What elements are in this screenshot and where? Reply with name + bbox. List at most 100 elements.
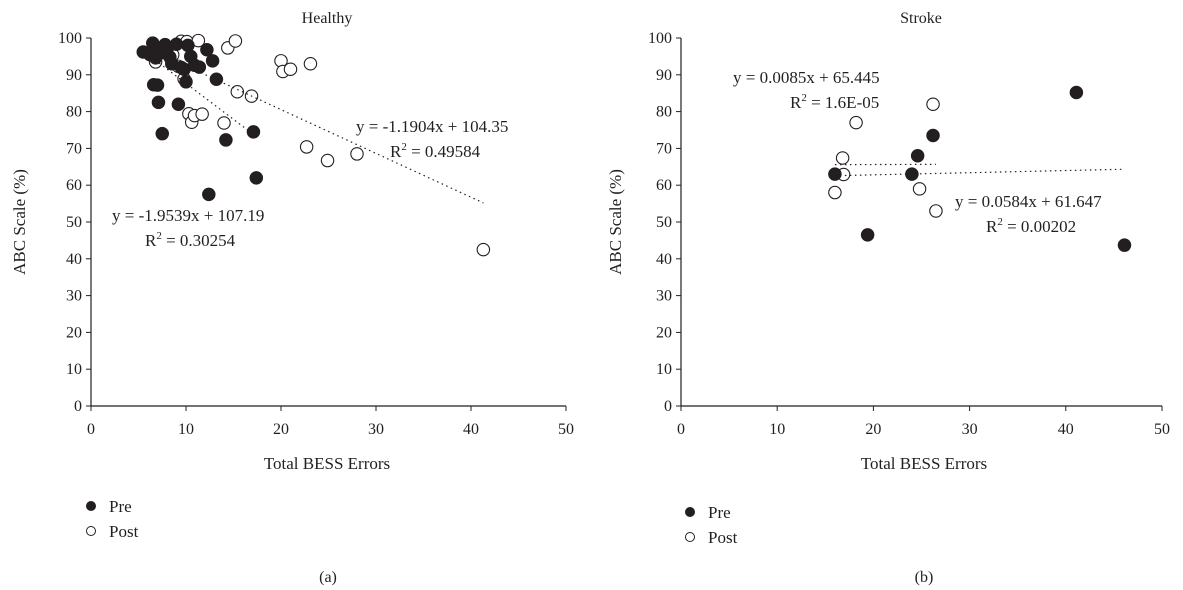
r2-superscript: 2 — [401, 141, 407, 153]
panel-b-post-point — [912, 182, 927, 196]
r2-superscript: 2 — [801, 92, 807, 104]
panel-b-pre-point — [910, 149, 925, 163]
panel-a-pre-point — [202, 187, 216, 202]
panel-a-y-tick-label: 90 — [66, 67, 82, 84]
panel-b-x-tick-label: 30 — [962, 421, 978, 438]
panel-a-pre-point — [192, 60, 207, 74]
panel-b-post-trend-r2: R2 = 1.6E-05 — [790, 92, 879, 112]
panel-a-post-trendline — [155, 51, 484, 204]
panel-b-legend-post-label: Post — [708, 528, 738, 547]
panel-a-post-trend-equation: y = -1.1904x + 104.35 — [356, 117, 508, 136]
panel-b-y-tick-label: 60 — [656, 177, 672, 194]
panel-a-y-tick-label: 30 — [66, 288, 82, 305]
panel-b-pre-point — [860, 228, 875, 242]
panel-b-post-point — [828, 185, 842, 200]
panel-a-pre-point — [249, 171, 264, 185]
panel-a-pre-trend-r2: R2 = 0.30254 — [145, 230, 236, 250]
panel-b-x-tick-label: 10 — [769, 421, 785, 438]
panel-b-x-axis-label: Total BESS Errors — [861, 454, 987, 473]
panel-a-pre-trend-equation: y = -1.9539x + 107.19 — [112, 206, 264, 225]
panel-b-title: Stroke — [900, 10, 942, 27]
panel-a-x-tick-label: 0 — [87, 421, 95, 438]
r2-value: = 0.30254 — [162, 231, 236, 250]
r2-value: = 0.00202 — [1003, 217, 1076, 236]
r2-letter: R — [986, 217, 998, 236]
panel-b-y-tick-label: 100 — [648, 30, 672, 47]
panel-a: Healthy Total BESS Errors ABC Scale (%) … — [10, 10, 508, 586]
panel-a-legend-post-marker — [86, 526, 96, 536]
panel-b-x-tick-label: 40 — [1058, 421, 1074, 438]
panel-a-post-point — [299, 140, 314, 154]
panel-a-y-tick-label: 70 — [66, 140, 82, 157]
panel-a-x-axis-label: Total BESS Errors — [264, 454, 390, 473]
panel-b-post-point — [849, 115, 863, 130]
panel-a-x-tick-label: 50 — [558, 421, 574, 438]
panel-b-y-tick-label: 0 — [664, 398, 672, 415]
r2-letter: R — [145, 231, 157, 250]
panel-a-pre-trendline — [142, 50, 258, 138]
panel-b-legend-post-marker — [685, 532, 695, 542]
panel-a-post-trend-r2: R2 = 0.49584 — [390, 141, 481, 161]
panel-a-pre-point — [151, 95, 166, 110]
panel-a-legend-pre-marker — [86, 501, 96, 511]
panel-a-legend-pre-label: Pre — [109, 497, 132, 516]
r2-letter: R — [790, 93, 802, 112]
panel-b-pre-point — [926, 128, 940, 143]
panel-b-y-tick-label: 20 — [656, 324, 672, 341]
panel-a-post-point — [350, 147, 364, 161]
panel-a-post-point — [283, 62, 298, 77]
panel-b-pre-point — [828, 167, 842, 181]
panel-a-pre-point — [150, 78, 165, 92]
panel-a-y-axis-label: ABC Scale (%) — [10, 169, 29, 275]
r2-letter: R — [390, 142, 402, 161]
panel-a-x-tick-label: 20 — [273, 421, 289, 438]
panel-a-y-tick-label: 40 — [66, 251, 82, 268]
panel-a-y-tick-label: 50 — [66, 214, 82, 231]
panel-b: Stroke Total BESS Errors ABC Scale (%) (… — [606, 10, 1102, 586]
panel-a-pre-point — [205, 54, 220, 68]
panel-b-post-point — [835, 151, 850, 165]
panel-a-y-tick-label: 10 — [66, 361, 82, 378]
panel-a-pre-point — [169, 37, 184, 52]
panel-b-caption: (b) — [915, 569, 934, 586]
panel-a-pre-point — [246, 125, 261, 139]
panel-b-pre-trendline — [834, 168, 1125, 177]
panel-a-pre-point — [171, 97, 186, 111]
panel-a-post-point — [228, 34, 243, 48]
panel-b-y-tick-label: 90 — [656, 67, 672, 84]
panel-b-x-tick-label: 50 — [1154, 421, 1170, 438]
panel-a-y-tick-label: 0 — [74, 398, 82, 415]
r2-superscript: 2 — [156, 230, 162, 242]
panel-a-pre-point — [155, 126, 170, 141]
panel-a-x-tick-label: 40 — [463, 421, 479, 438]
panel-a-y-tick-label: 100 — [58, 30, 82, 47]
panel-b-post-point — [926, 97, 940, 111]
panel-b-pre-trend-equation: y = 0.0584x + 61.647 — [955, 192, 1102, 211]
panel-a-caption: (a) — [319, 569, 337, 586]
r2-value: = 0.49584 — [407, 142, 481, 161]
panel-a-post-point — [303, 57, 318, 71]
panel-b-post-point — [929, 204, 943, 218]
panel-b-y-tick-label: 70 — [656, 140, 672, 157]
panel-b-x-tick-label: 0 — [677, 421, 685, 438]
panel-b-pre-trend-r2: R2 = 0.00202 — [986, 216, 1076, 236]
panel-b-y-tick-label: 10 — [656, 361, 672, 378]
panel-a-pre-point — [209, 72, 224, 86]
panel-b-y-tick-label: 40 — [656, 251, 672, 268]
panel-b-y-axis-label: ABC Scale (%) — [606, 169, 625, 275]
panel-a-x-tick-label: 10 — [178, 421, 194, 438]
panel-a-pre-point — [181, 38, 195, 53]
panel-a-post-point — [230, 84, 245, 99]
panel-b-legend-pre-marker — [685, 507, 695, 517]
panel-b-post-trend-equation: y = 0.0085x + 65.445 — [733, 68, 880, 87]
panel-a-pre-point — [179, 75, 193, 89]
panel-a-y-tick-label: 80 — [66, 104, 82, 121]
panel-b-y-tick-label: 30 — [656, 288, 672, 305]
panel-a-y-tick-label: 60 — [66, 177, 82, 194]
r2-superscript: 2 — [997, 216, 1003, 228]
panel-a-post-point — [195, 107, 209, 121]
panel-b-x-tick-label: 20 — [865, 421, 881, 438]
panel-a-legend-post-label: Post — [109, 522, 139, 541]
